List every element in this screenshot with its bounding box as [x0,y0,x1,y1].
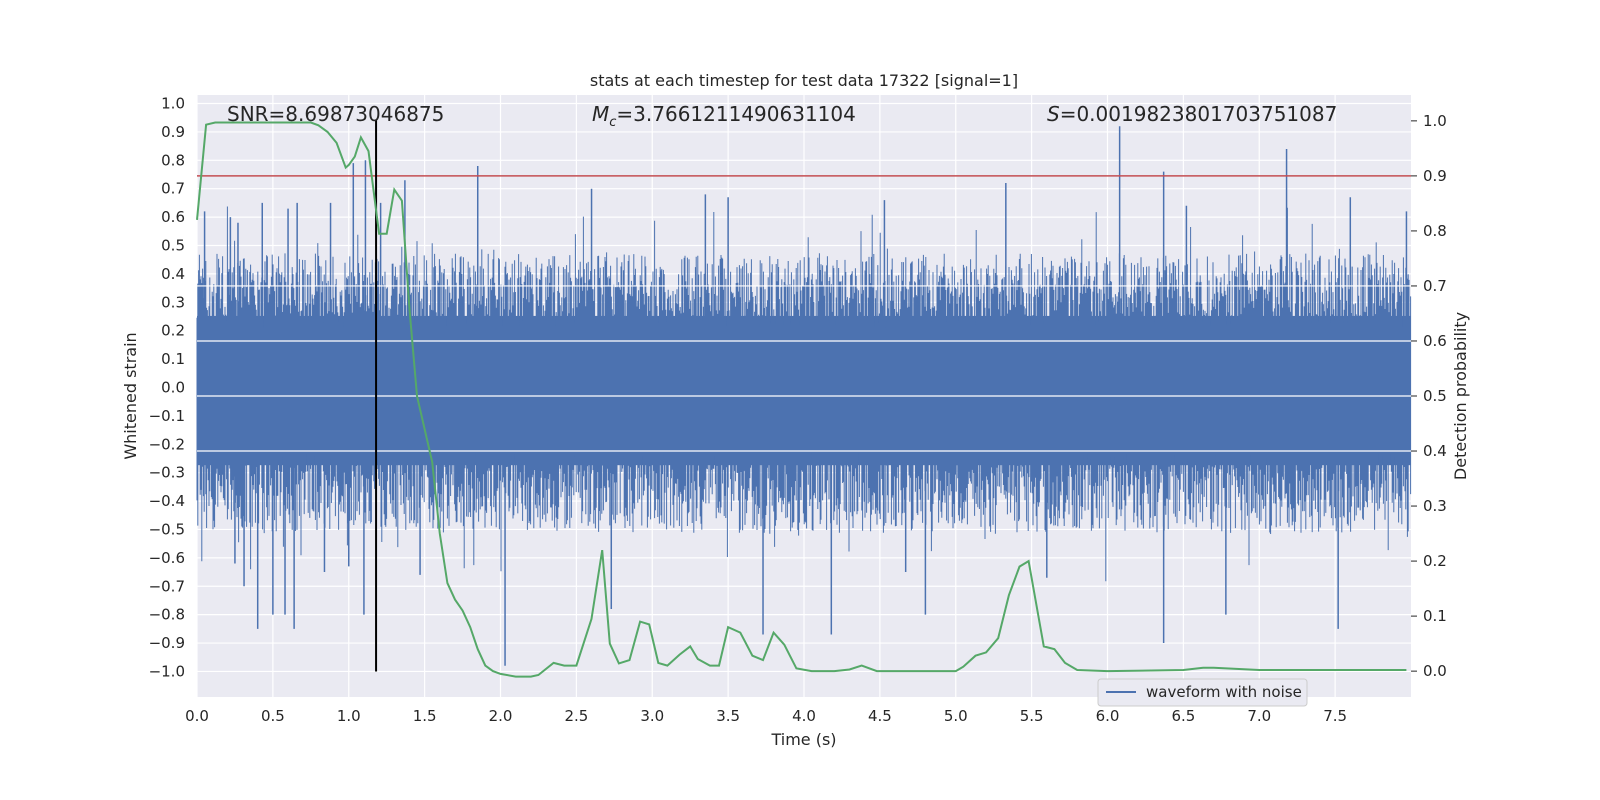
y2-tick-label: 0.7 [1423,277,1447,295]
y-tick-label: −0.7 [149,577,185,595]
probability-line [196,121,1407,678]
y-tick-label: 0.2 [161,322,185,340]
x-tick-label: 6.5 [1171,707,1195,725]
y2-tick-label: 0.1 [1423,607,1447,625]
y-tick-label: −0.1 [149,407,185,425]
y-tick-label: 0.5 [161,237,185,255]
s-annotation: S=0.0019823801703751087 [1047,102,1337,126]
y-tick-label: 0.9 [161,123,185,141]
y-tick-label: −0.8 [149,606,185,624]
y2-tick-label: 1.0 [1423,112,1447,130]
y-tick-label: 0.1 [161,350,185,368]
strain-noise [196,206,1412,582]
y-tick-label: 0.7 [161,180,185,198]
y2-tick-label: 0.0 [1423,662,1447,680]
x-tick-label: 0.5 [261,707,285,725]
y2-tick-label: 0.3 [1423,497,1447,515]
y-tick-label: −0.6 [149,549,185,567]
x-tick-label: 3.0 [640,707,664,725]
snr-annotation: SNR=8.69873046875 [227,102,444,126]
y-tick-label: −0.2 [149,435,185,453]
overlay [196,120,1411,678]
y2-tick-label: 0.5 [1423,387,1447,405]
x-tick-label: 4.0 [792,707,816,725]
y2-tick-label: 0.4 [1423,442,1447,460]
y-tick-label: 0.6 [161,208,185,226]
x-tick-label: 5.0 [944,707,968,725]
legend: waveform with noise [1097,678,1308,707]
legend-label: waveform with noise [1146,683,1302,701]
x-tick-label: 2.0 [489,707,513,725]
y2-tick-label: 0.8 [1423,222,1447,240]
y-tick-label: 0.3 [161,293,185,311]
y-tick-label: 0.8 [161,151,185,169]
y-tick-label: −0.4 [149,492,185,510]
legend-box [1097,678,1308,707]
x-tick-label: 1.5 [413,707,437,725]
x-tick-label: 7.0 [1247,707,1271,725]
x-tick-label: 2.5 [564,707,588,725]
x-tick-label: 1.0 [337,707,361,725]
y2-axis-label: Detection probability [1451,312,1470,480]
y-tick-label: 1.0 [161,95,185,113]
y2-tick-label: 0.9 [1423,167,1447,185]
chart-title: stats at each timestep for test data 173… [590,71,1018,90]
y-tick-label: 0.0 [161,378,185,396]
x-tick-label: 5.5 [1020,707,1044,725]
y2-tick-label: 0.2 [1423,552,1447,570]
y-tick-label: −0.9 [149,634,185,652]
x-tick-label: 6.0 [1096,707,1120,725]
x-tick-label: 3.5 [716,707,740,725]
x-tick-label: 7.5 [1323,707,1347,725]
x-tick-label: 4.5 [868,707,892,725]
y2-tick-label: 0.6 [1423,332,1447,350]
y-tick-label: −0.3 [149,464,185,482]
tick-labels: 0.0 0.5 1.0 1.5 2.0 2.5 3.0 3.5 4.0 4.5 5.0 5.5 6.0 6… [149,95,1447,725]
y-tick-label: 0.4 [161,265,185,283]
y-axis-label: Whitened strain [121,332,140,459]
x-tick-label: 0.0 [185,707,209,725]
chirp-mass-annotation: Mc=3.7661211490631104 [592,102,856,130]
y-tick-label: −1.0 [149,662,185,680]
y-tick-label: −0.5 [149,520,185,538]
x-axis-label: Time (s) [770,730,836,749]
